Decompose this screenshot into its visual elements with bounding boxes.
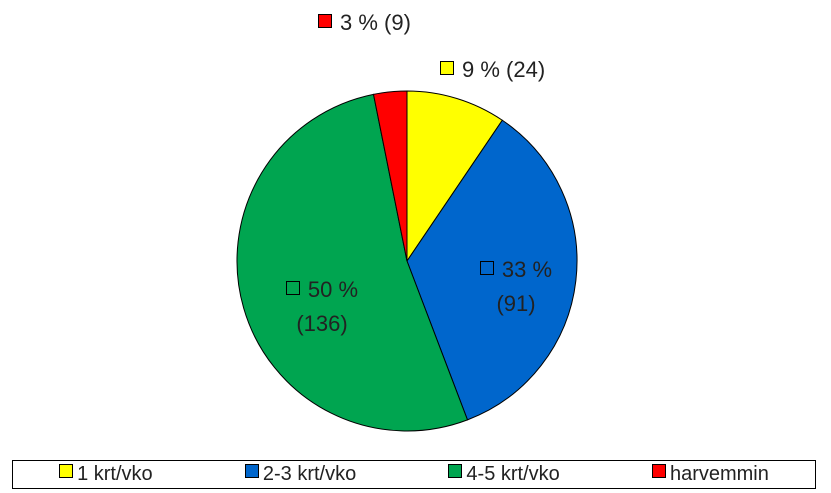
label-text: 50 % (136) (296, 277, 359, 336)
legend-key (448, 464, 463, 478)
pie-slice (372, 90, 408, 262)
label-key (285, 281, 300, 295)
data-label: 9 % (24) (440, 53, 640, 87)
legend-key (651, 464, 666, 478)
label-key (479, 261, 494, 275)
legend-key (244, 464, 259, 478)
pie-slice (236, 93, 469, 432)
legend-entry: 2-3 krt/vko (244, 463, 357, 486)
legend-entry: harvemmin (651, 463, 769, 486)
legend-text: 1 krt/vko (77, 463, 153, 485)
legend-text: 2-3 krt/vko (262, 463, 357, 485)
pie-slice (406, 90, 504, 263)
legend-entry: 1 krt/vko (59, 463, 153, 486)
legend-text: harvemmin (669, 463, 769, 485)
label-key (318, 14, 332, 28)
legend-text: 4-5 krt/vko (466, 463, 560, 485)
data-label: 50 % (136) (262, 273, 382, 341)
pie-slice (406, 119, 578, 421)
data-label: 3 % (9) (318, 6, 438, 40)
label-text: 9 % (24) (462, 57, 546, 82)
legend-key (59, 464, 74, 478)
label-text: 3 % (9) (340, 10, 411, 35)
data-label: 33 % (91) (466, 253, 566, 321)
legend-entry: 4-5 krt/vko (448, 463, 560, 486)
legend: 1 krt/vko 2-3 krt/vko 4-5 krt/vko harvemmin (12, 460, 816, 489)
label-key (440, 61, 454, 75)
label-text: 33 % (91) (496, 257, 553, 316)
